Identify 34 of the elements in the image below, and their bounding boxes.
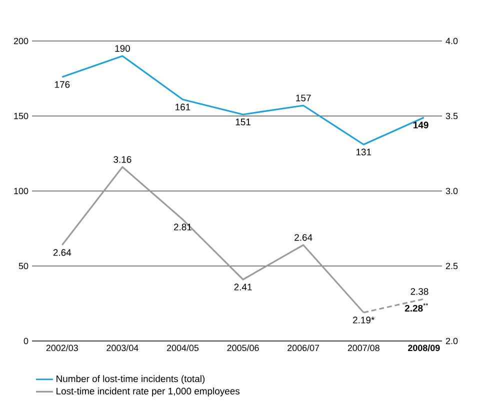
y-tick-label: 200	[14, 38, 28, 44]
y-tick-label: 100	[14, 188, 28, 194]
x-tick-label: 2004/05	[166, 344, 199, 352]
y2-tick-label: 2.5	[446, 262, 458, 270]
data-label: 190	[115, 45, 130, 52]
data-label: 2.81	[174, 224, 192, 230]
data-label: 161	[176, 104, 190, 110]
data-label: 3.16	[114, 156, 132, 163]
y2-tick-label: 2.0	[446, 338, 458, 344]
data-label: 2.64	[294, 234, 312, 241]
y2-tick-label: 3.0	[446, 188, 458, 194]
data-label: 2.28$^{**}$	[404, 303, 428, 312]
y-tick-label: 50	[18, 262, 28, 270]
data-label: 176	[54, 81, 70, 88]
legend-label: Number of lost-time incidents (total)	[56, 375, 205, 384]
y2-tick-label: 4.0	[446, 38, 458, 44]
x-tick-label: 2003/04	[106, 344, 138, 352]
data-label: 131	[356, 148, 372, 156]
data-label: 2.19*	[353, 316, 375, 324]
legend-label: Lost-time incident rate per 1,000 employees	[56, 388, 240, 396]
data-label: 2.41	[234, 284, 252, 290]
x-tick-label: 2008/09	[408, 344, 440, 352]
x-tick-label: 2002/03	[46, 344, 78, 352]
data-label: 151	[236, 118, 250, 126]
data-label: 149	[413, 122, 428, 128]
data-label: 157	[296, 94, 311, 102]
data-label: 2.64	[53, 249, 72, 256]
x-tick-label: 2007/08	[348, 344, 380, 352]
x-tick-label: 2005/06	[227, 344, 259, 352]
annotation: 2.38	[410, 288, 428, 295]
y2-tick-label: 3.5	[446, 112, 458, 120]
y-tick-label: 0	[24, 338, 28, 344]
y-tick-label: 150	[14, 112, 28, 120]
x-tick-label: 2006/07	[288, 344, 320, 352]
